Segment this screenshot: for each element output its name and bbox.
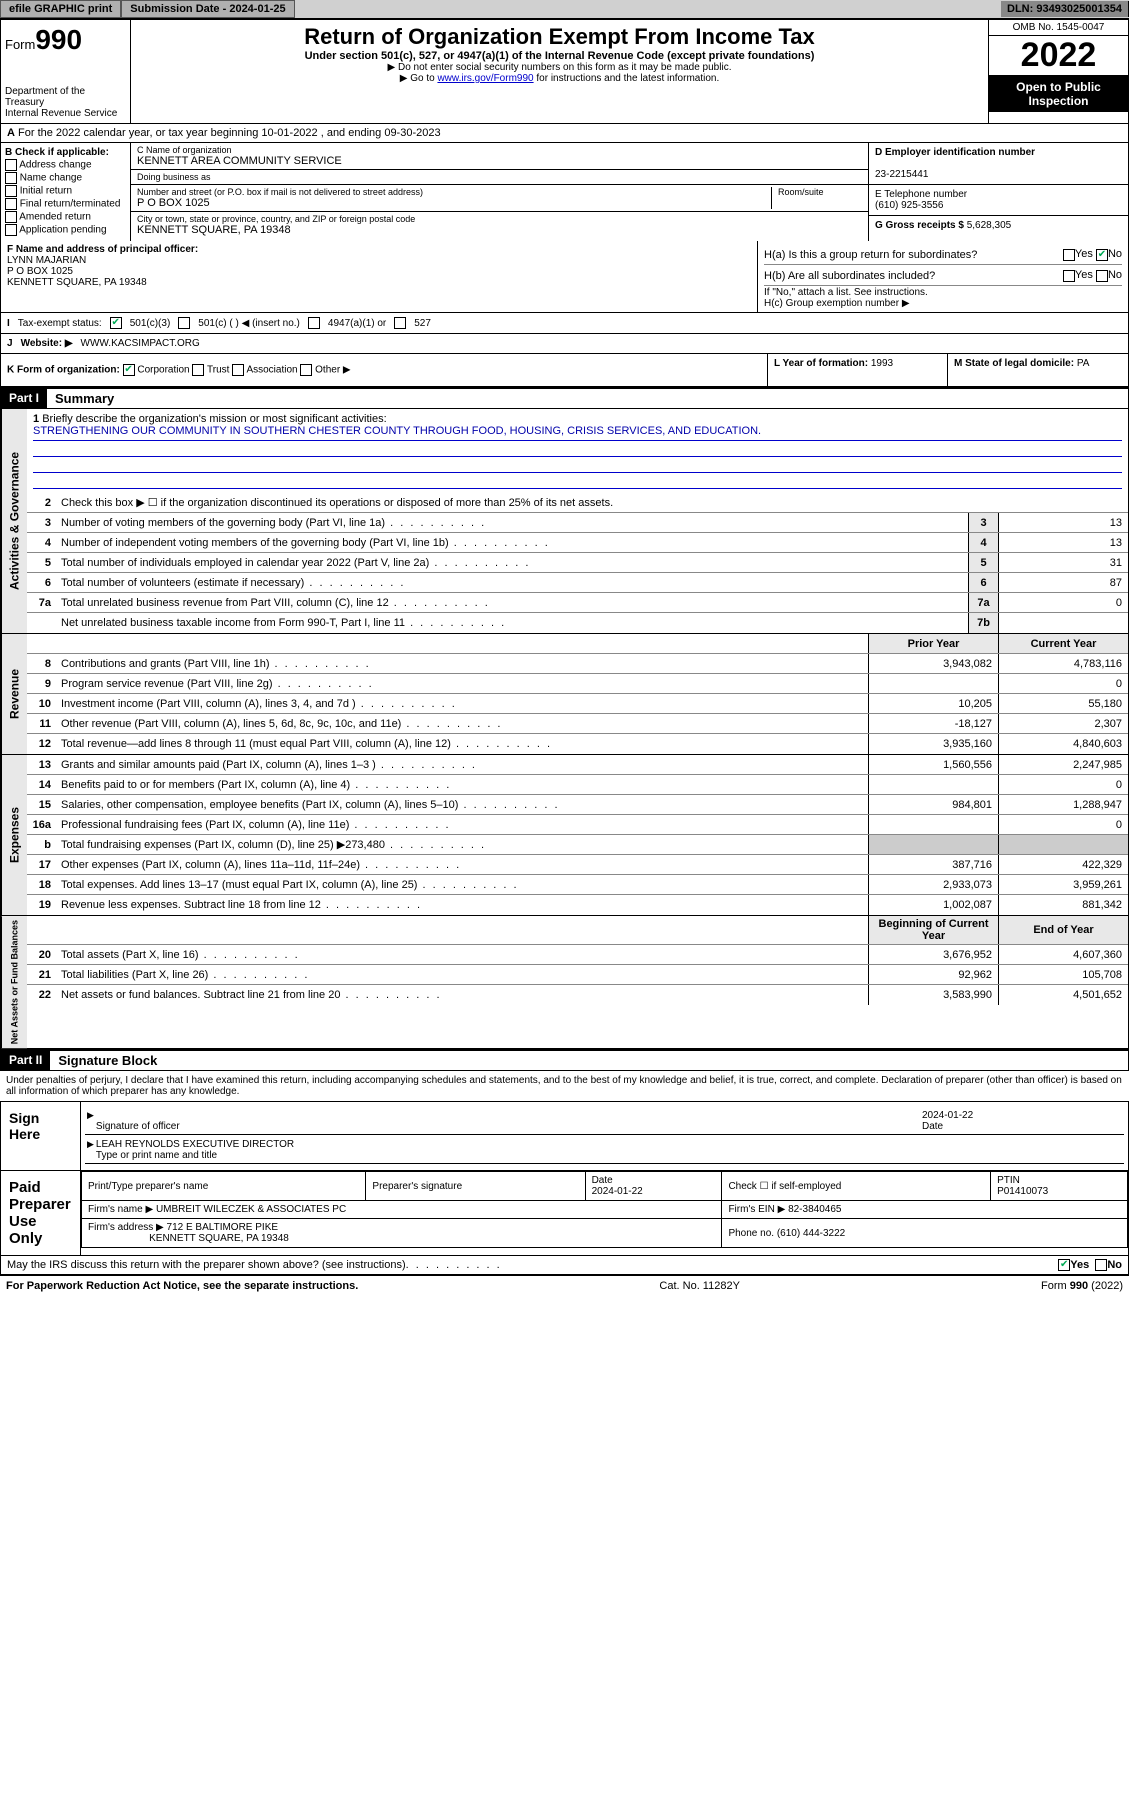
mission-text: STRENGTHENING OUR COMMUNITY IN SOUTHERN … [33,425,1122,441]
summary-row: Net unrelated business taxable income fr… [27,613,1128,633]
chk-amended[interactable]: Amended return [5,211,126,223]
officer-print: LEAH REYNOLDS EXECUTIVE DIRECTOR [96,1139,294,1150]
501c3-check [110,317,122,329]
chk-address[interactable]: Address change [5,159,126,171]
form-ref: Form 990 (2022) [1041,1280,1123,1292]
summary-row: 7aTotal unrelated business revenue from … [27,593,1128,613]
summary-row: 8Contributions and grants (Part VIII, li… [27,654,1128,674]
form-title: Return of Organization Exempt From Incom… [135,24,984,50]
form-header: Form990 Department of the Treasury Inter… [0,19,1129,124]
street: P O BOX 1025 [137,197,765,209]
sign-here-label: Sign Here [1,1102,81,1170]
summary-row: 19Revenue less expenses. Subtract line 1… [27,895,1128,915]
org-name: KENNETT AREA COMMUNITY SERVICE [137,155,862,167]
chk-final[interactable]: Final return/terminated [5,198,126,210]
vert-netassets: Net Assets or Fund Balances [1,916,27,1048]
summary-row: 14Benefits paid to or for members (Part … [27,775,1128,795]
submission-date: Submission Date - 2024-01-25 [121,0,294,18]
state-domicile: PA [1077,358,1090,369]
paid-preparer-label: Paid Preparer Use Only [1,1171,81,1255]
row-klm: K Form of organization: Corporation Trus… [0,354,1129,387]
summary-row: 15Salaries, other compensation, employee… [27,795,1128,815]
note-link: ▶ Go to www.irs.gov/Form990 for instruct… [135,73,984,84]
header-right: OMB No. 1545-0047 2022 Open to Public In… [988,20,1128,123]
row-fh: F Name and address of principal officer:… [0,241,1129,313]
col-b-checkboxes: B Check if applicable: Address change Na… [1,143,131,241]
chk-initial[interactable]: Initial return [5,185,126,197]
block-bcd: B Check if applicable: Address change Na… [0,143,1129,241]
website: WWW.KACSIMPACT.ORG [81,338,200,349]
summary-row: 16aProfessional fundraising fees (Part I… [27,815,1128,835]
dln: DLN: 93493025001354 [1001,1,1129,17]
form-number: Form990 [5,24,126,56]
summary-row: 13Grants and similar amounts paid (Part … [27,755,1128,775]
part-i-body: Activities & Governance 1 Briefly descri… [0,409,1129,634]
firm-ein: 82-3840465 [788,1204,841,1215]
row-i: I Tax-exempt status: 501(c)(3) 501(c) ( … [0,313,1129,334]
firm-addr: 712 E BALTIMORE PIKE [167,1222,279,1233]
header-left: Form990 Department of the Treasury Inter… [1,20,131,123]
col-h: H(a) Is this a group return for subordin… [758,241,1128,312]
chk-pending[interactable]: Application pending [5,224,126,236]
efile-label[interactable]: efile GRAPHIC print [0,0,121,18]
summary-row: 22Net assets or fund balances. Subtract … [27,985,1128,1005]
summary-row: 5Total number of individuals employed in… [27,553,1128,573]
prep-date: 2024-01-22 [592,1186,643,1197]
open-public: Open to Public Inspection [989,76,1128,112]
phone: (610) 925-3556 [875,200,943,211]
may-yes-check [1058,1259,1070,1271]
firm-name: UMBREIT WILECZEK & ASSOCIATES PC [156,1204,346,1215]
col-f: F Name and address of principal officer:… [1,241,758,312]
part-ii-hdr: Part II [1,1051,50,1070]
omb-number: OMB No. 1545-0047 [989,20,1128,36]
top-bar: efile GRAPHIC print Submission Date - 20… [0,0,1129,19]
row-j: J Website: ▶ WWW.KACSIMPACT.ORG [0,334,1129,354]
irs-link[interactable]: www.irs.gov/Form990 [437,73,533,84]
firm-phone: (610) 444-3222 [777,1228,845,1239]
footer: For Paperwork Reduction Act Notice, see … [0,1275,1129,1296]
summary-row: 9Program service revenue (Part VIII, lin… [27,674,1128,694]
preparer-table: Print/Type preparer's name Preparer's si… [81,1171,1128,1248]
summary-row: 3Number of voting members of the governi… [27,513,1128,533]
dept-label: Department of the Treasury Internal Reve… [5,86,126,119]
row-a-period: A For the 2022 calendar year, or tax yea… [0,124,1129,143]
header-mid: Return of Organization Exempt From Incom… [131,20,988,123]
vert-expenses: Expenses [1,755,27,915]
sig-date: 2024-01-22 [922,1110,973,1121]
col-d: D Employer identification number 23-2215… [868,143,1128,241]
summary-row: 17Other expenses (Part IX, column (A), l… [27,855,1128,875]
part-i-hdr: Part I [1,389,47,408]
ha-no-check [1096,249,1108,261]
summary-row: 18Total expenses. Add lines 13–17 (must … [27,875,1128,895]
paperwork-notice: For Paperwork Reduction Act Notice, see … [6,1280,358,1292]
part-i-title: Summary [47,389,122,408]
summary-row: 6Total number of volunteers (estimate if… [27,573,1128,593]
form-subtitle: Under section 501(c), 527, or 4947(a)(1)… [135,50,984,62]
part-ii-title: Signature Block [50,1051,165,1070]
summary-row: 20Total assets (Part X, line 16)3,676,95… [27,945,1128,965]
summary-row: bTotal fundraising expenses (Part IX, co… [27,835,1128,855]
may-discuss-row: May the IRS discuss this return with the… [0,1256,1129,1275]
city: KENNETT SQUARE, PA 19348 [137,224,862,236]
summary-row: 12Total revenue—add lines 8 through 11 (… [27,734,1128,754]
gross-receipts: 5,628,305 [967,220,1012,231]
cat-no: Cat. No. 11282Y [659,1280,740,1292]
corp-check [123,364,135,376]
perjury-declaration: Under penalties of perjury, I declare th… [0,1071,1129,1102]
summary-row: 21Total liabilities (Part X, line 26)92,… [27,965,1128,985]
officer-name: LYNN MAJARIAN [7,255,86,266]
vert-governance: Activities & Governance [1,409,27,633]
note-ssn: ▶ Do not enter social security numbers o… [135,62,984,73]
summary-row: 11Other revenue (Part VIII, column (A), … [27,714,1128,734]
ein: 23-2215441 [875,169,928,180]
summary-row: 4Number of independent voting members of… [27,533,1128,553]
year-formation: 1993 [871,358,893,369]
col-c: C Name of organization KENNETT AREA COMM… [131,143,868,241]
vert-revenue: Revenue [1,634,27,754]
ptin: P01410073 [997,1186,1048,1197]
summary-row: 10Investment income (Part VIII, column (… [27,694,1128,714]
chk-name[interactable]: Name change [5,172,126,184]
tax-year: 2022 [989,36,1128,76]
